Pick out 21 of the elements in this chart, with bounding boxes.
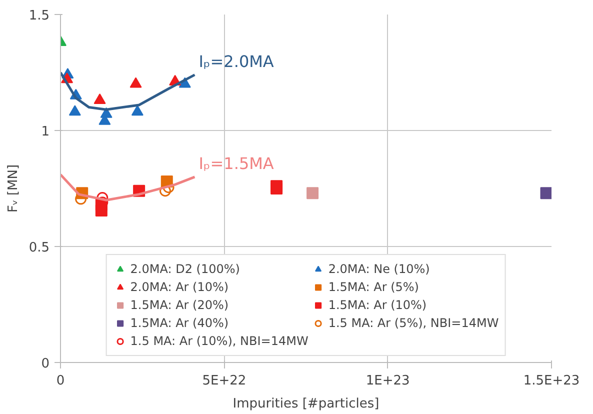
y-tick-label: 1 [41,124,50,140]
legend-label: 2.0MA: Ar (10%) [130,279,229,295]
legend-label: 1.5MA: Ar (10%) [328,297,427,313]
y-tick-label: 0.5 [28,240,50,256]
legend-label: 1.5MA: Ar (20%) [130,297,229,313]
x-tick-label: 0 [56,374,65,388]
x-tick-label: 1.5E+23 [523,374,580,388]
legend-label: 1.5MA: Ar (5%) [328,279,419,295]
y-tick-label: 1.5 [28,8,50,24]
y-axis-title: Fᵥ [MN] [6,164,21,213]
x-axis-title: Impurities [#particles] [232,396,380,412]
annotation: Iₚ=1.5MA [198,154,274,173]
legend-label: 1.5 MA: Ar (10%), NBI=14MW [130,333,308,349]
x-tick-label: 1E+23 [366,374,410,388]
legend-label: 2.0MA: Ne (10%) [328,261,430,277]
y-tick-label: 0 [41,356,50,372]
x-tick-label: 5E+22 [202,374,246,388]
legend-label: 1.5 MA: Ar (5%), NBI=14MW [328,315,499,331]
legend-label: 1.5MA: Ar (40%) [130,315,229,331]
legend-label: 2.0MA: D2 (100%) [130,261,240,277]
annotation: Iₚ=2.0MA [198,52,274,71]
